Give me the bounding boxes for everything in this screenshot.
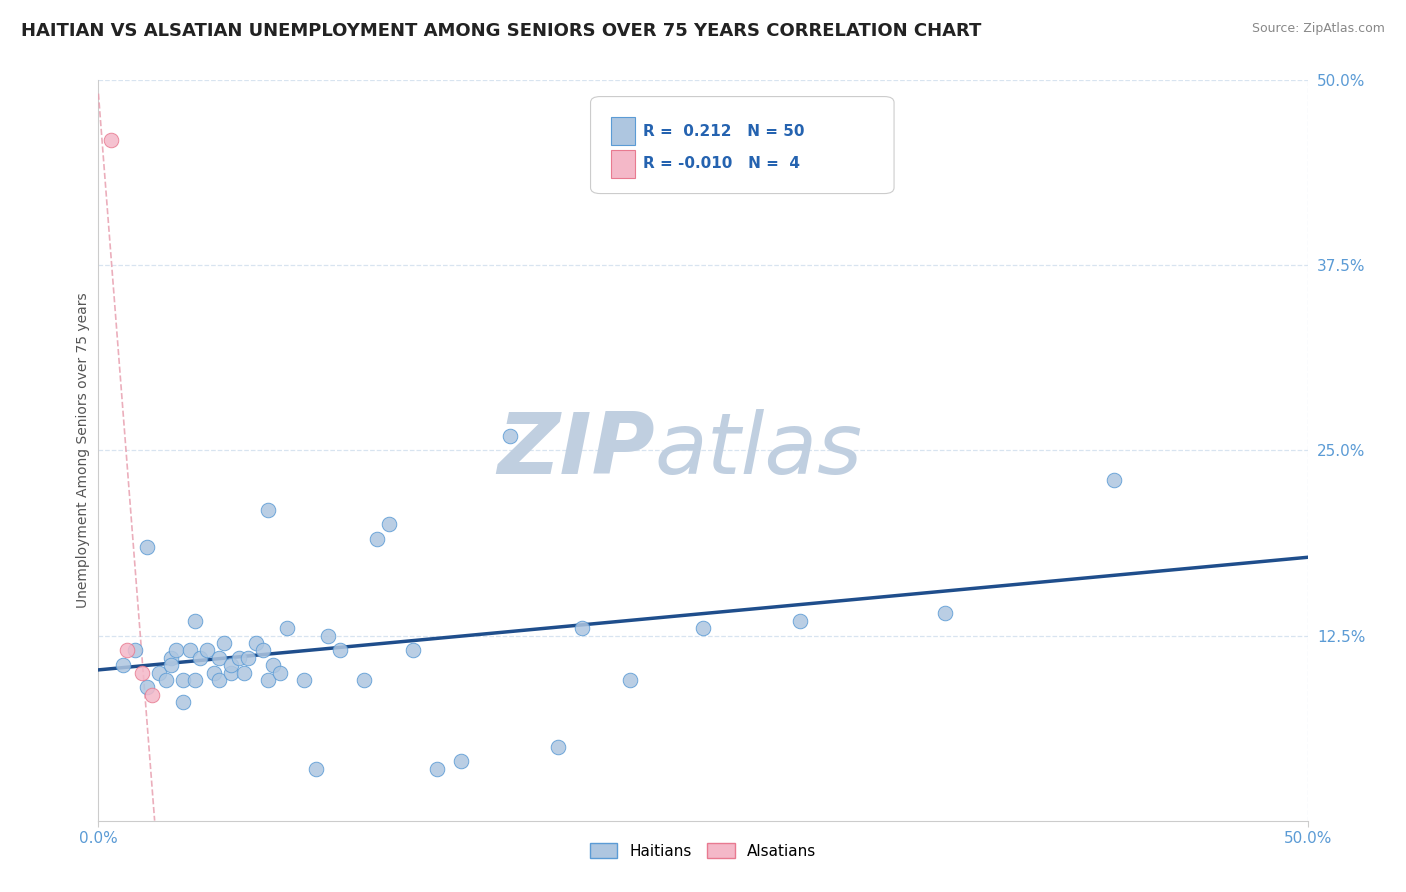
Point [1102,473,1125,487]
Point [692,621,714,635]
Point [208,650,231,665]
Point [316,628,339,642]
Text: atlas: atlas [655,409,863,492]
Point [789,614,811,628]
Point [172,673,194,687]
Point [498,428,520,442]
Point [184,614,207,628]
Point [204,665,226,680]
Point [155,673,177,687]
Point [124,643,146,657]
Text: R =  0.212   N = 50: R = 0.212 N = 50 [643,124,804,139]
Point [245,636,267,650]
Point [208,673,231,687]
Point [117,643,139,657]
Point [135,681,157,695]
FancyBboxPatch shape [612,150,636,178]
Point [160,650,183,665]
Point [188,650,211,665]
Text: HAITIAN VS ALSATIAN UNEMPLOYMENT AMONG SENIORS OVER 75 YEARS CORRELATION CHART: HAITIAN VS ALSATIAN UNEMPLOYMENT AMONG S… [21,22,981,40]
FancyBboxPatch shape [612,117,636,145]
Point [547,739,569,754]
Point [252,643,274,657]
Point [353,673,375,687]
Point [212,636,235,650]
Point [172,695,194,709]
Legend: Haitians, Alsatians: Haitians, Alsatians [583,837,823,865]
Point [366,533,388,547]
Point [292,673,315,687]
Point [256,502,278,516]
Point [262,658,284,673]
Point [232,665,254,680]
Point [305,762,328,776]
Point [195,643,218,657]
Y-axis label: Unemployment Among Seniors over 75 years: Unemployment Among Seniors over 75 years [76,293,90,608]
Point [148,665,170,680]
Point [165,643,187,657]
Point [402,643,425,657]
Point [135,540,157,554]
Point [111,658,134,673]
Point [450,755,472,769]
Point [221,665,243,680]
Point [619,673,641,687]
Point [228,650,250,665]
Point [269,665,291,680]
Point [256,673,278,687]
Point [131,665,153,680]
Point [276,621,298,635]
Text: R = -0.010   N =  4: R = -0.010 N = 4 [643,156,800,171]
Point [329,643,352,657]
Point [141,688,163,702]
Point [221,658,243,673]
Text: ZIP: ZIP [496,409,655,492]
Point [571,621,593,635]
Text: Source: ZipAtlas.com: Source: ZipAtlas.com [1251,22,1385,36]
Point [100,132,122,146]
Point [184,673,207,687]
Point [426,762,449,776]
FancyBboxPatch shape [591,96,894,194]
Point [377,517,399,532]
Point [934,607,956,621]
Point [179,643,201,657]
Point [238,650,260,665]
Point [160,658,183,673]
